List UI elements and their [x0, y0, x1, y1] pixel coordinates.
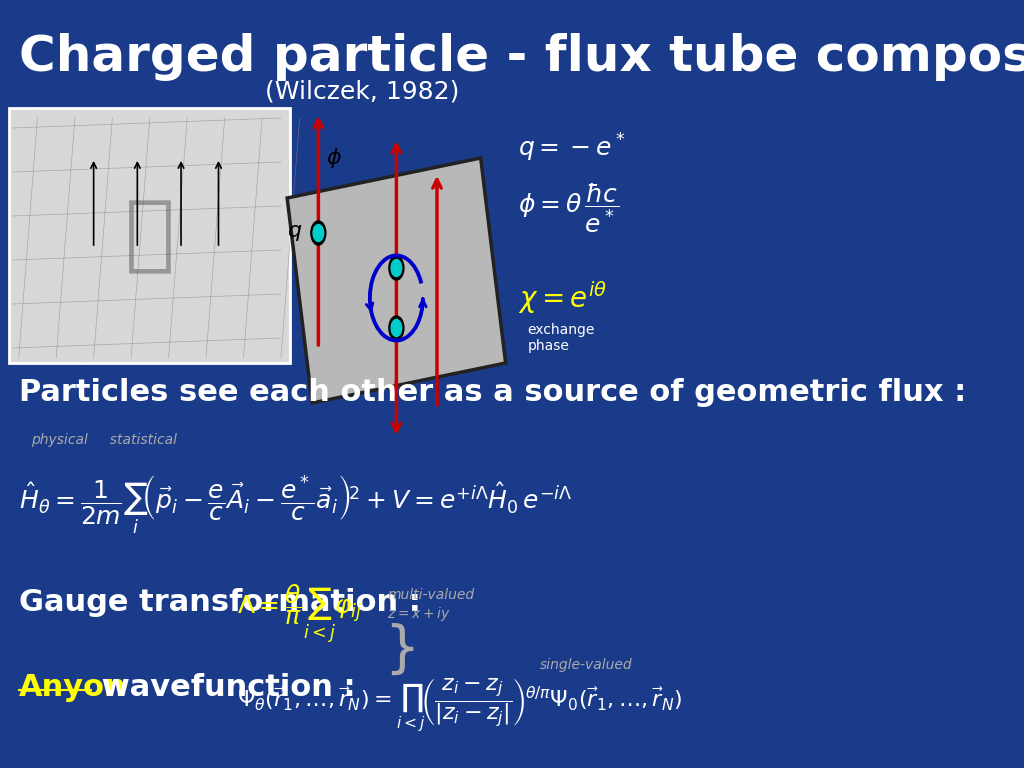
Text: single-valued: single-valued [540, 658, 633, 672]
FancyBboxPatch shape [9, 108, 290, 363]
Text: $q$: $q$ [288, 223, 303, 243]
Text: physical     statistical: physical statistical [31, 433, 177, 447]
Text: multi-valued
$z = x + iy$: multi-valued $z = x + iy$ [387, 588, 474, 623]
Text: ✋: ✋ [125, 196, 175, 276]
Circle shape [389, 256, 403, 280]
Text: }: } [384, 623, 419, 677]
Text: Anyon: Anyon [18, 673, 126, 702]
Text: wavefunction :: wavefunction : [90, 673, 355, 702]
Text: Gauge transformation :: Gauge transformation : [18, 588, 421, 617]
Text: exchange
phase: exchange phase [527, 323, 595, 353]
Text: $\Lambda = \dfrac{\theta}{\pi}\sum_{i<j}\varphi_{ij}$: $\Lambda = \dfrac{\theta}{\pi}\sum_{i<j}… [238, 583, 362, 646]
Text: $\hat{H}_\theta = \dfrac{1}{2m}\sum_i\!\left(\vec{p}_i - \dfrac{e}{c}\vec{A}_i -: $\hat{H}_\theta = \dfrac{1}{2m}\sum_i\!\… [18, 473, 572, 536]
Text: (Wilczek, 1982): (Wilczek, 1982) [265, 80, 459, 104]
Circle shape [313, 224, 324, 241]
Circle shape [311, 221, 326, 245]
Circle shape [391, 319, 401, 336]
Text: $q = -e^*$: $q = -e^*$ [518, 132, 626, 164]
Text: $\chi = e^{i\theta}$: $\chi = e^{i\theta}$ [518, 280, 607, 316]
Text: $\Psi_\theta(\vec{r}_1,\ldots,\vec{r}_N) = \prod_{i<j}\!\left(\dfrac{z_i - z_j}{: $\Psi_\theta(\vec{r}_1,\ldots,\vec{r}_N)… [238, 676, 682, 734]
Text: Particles see each other as a source of geometric flux :: Particles see each other as a source of … [18, 378, 966, 407]
Text: Charged particle - flux tube composites :: Charged particle - flux tube composites … [18, 33, 1024, 81]
Polygon shape [287, 158, 506, 403]
Text: $\phi = \theta\,\dfrac{\hbar c}{e^*}$: $\phi = \theta\,\dfrac{\hbar c}{e^*}$ [518, 181, 620, 234]
Circle shape [391, 260, 401, 276]
Text: $\phi$: $\phi$ [326, 146, 342, 170]
Circle shape [389, 316, 403, 340]
